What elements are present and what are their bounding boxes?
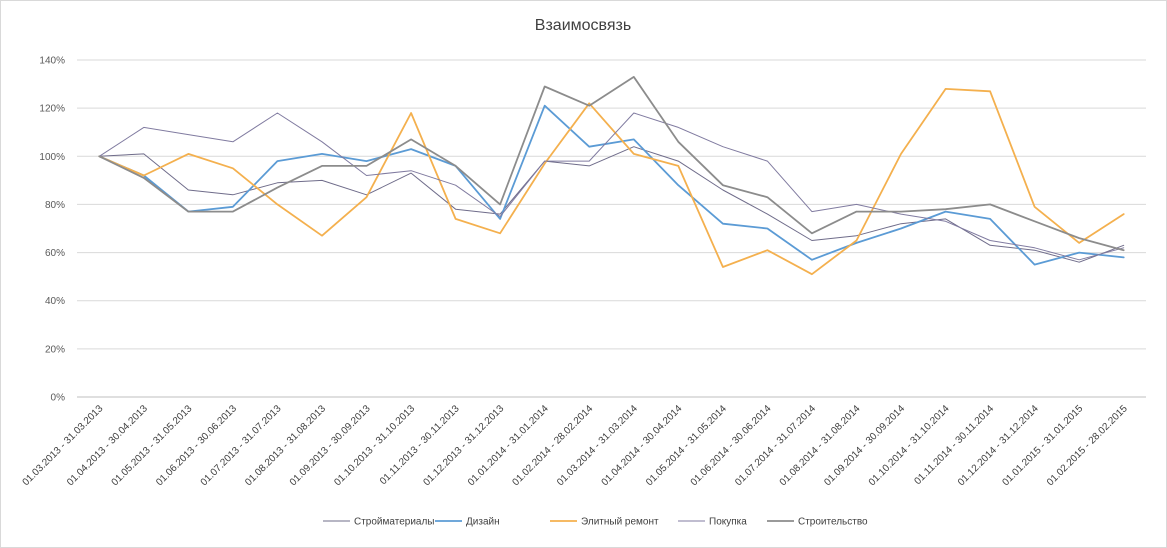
x-tick-label: 01.03.2014 - 31.03.2014 [555,403,640,488]
y-tick-label: 60% [45,248,65,259]
x-tick-label: 01.09.2013 - 30.09.2013 [288,403,373,488]
x-tick-label: 01.07.2014 - 31.07.2014 [733,403,818,488]
x-tick-label: 01.05.2014 - 31.05.2014 [644,403,729,488]
legend-entry: Покупка [709,517,747,528]
y-tick-label: 120% [39,104,65,115]
x-tick-label: 01.06.2013 - 30.06.2013 [154,403,239,488]
x-tick-label: 01.04.2013 - 30.04.2013 [65,403,150,488]
series-line-4 [98,76,1125,252]
chart-title: Взаимосвязь [535,17,631,34]
y-tick-label: 40% [45,296,65,307]
legend-entry: Элитный ремонт [581,517,659,528]
y-tick-label: 80% [45,200,65,211]
x-tick-label: 01.05.2013 - 31.05.2013 [110,403,195,488]
x-tick-label: 01.04.2014 - 30.04.2014 [600,403,685,488]
x-tick-label: 01.09.2014 - 30.09.2014 [822,403,907,488]
x-tick-label: 01.12.2014 - 31.12.2014 [956,403,1041,488]
y-tick-label: 100% [39,152,65,163]
x-tick-label: 01.02.2014 - 28.02.2014 [511,403,596,488]
x-tick-label: 01.08.2014 - 31.08.2014 [778,403,863,488]
legend-entry: Стройматериалы [354,517,435,528]
x-tick-label: 01.11.2014 - 30.11.2014 [912,403,996,487]
x-tick-label: 01.02.2015 - 28.02.2015 [1045,403,1130,488]
x-tick-label: 01.08.2013 - 31.08.2013 [243,403,328,488]
y-axis-ticks: 0% 20% 40% 60% 80% 100% 120% 140% [39,56,65,404]
x-tick-label: 01.10.2014 - 31.10.2014 [867,403,952,488]
x-tick-label: 01.03.2013 - 31.03.2013 [21,403,106,488]
series-line-0 [98,146,1125,263]
x-tick-label: 01.11.2013 - 30.11.2013 [378,403,462,487]
y-tick-label: 140% [39,56,65,67]
y-tick-label: 20% [45,344,65,355]
series-lines [98,76,1125,276]
legend: Стройматериалы Дизайн Элитный ремонт Покупк… [323,517,868,528]
series-line-1 [98,104,1125,266]
x-tick-label: 01.07.2013 - 31.07.2013 [199,403,284,488]
x-tick-label: 01.01.2014 - 31.01.2014 [466,403,551,488]
x-tick-label: 01.06.2014 - 30.06.2014 [689,403,774,488]
series-line-2 [98,88,1125,276]
x-tick-label: 01.12.2013 - 31.12.2013 [421,403,506,488]
x-tick-label: 01.01.2015 - 31.01.2015 [1000,403,1085,488]
series-line-3 [98,112,1125,261]
gridlines [77,59,1146,398]
y-tick-label: 0% [51,393,66,404]
x-tick-label: 01.10.2013 - 31.10.2013 [332,403,417,488]
legend-entry: Дизайн [466,517,500,528]
legend-entry: Строительство [798,517,868,528]
